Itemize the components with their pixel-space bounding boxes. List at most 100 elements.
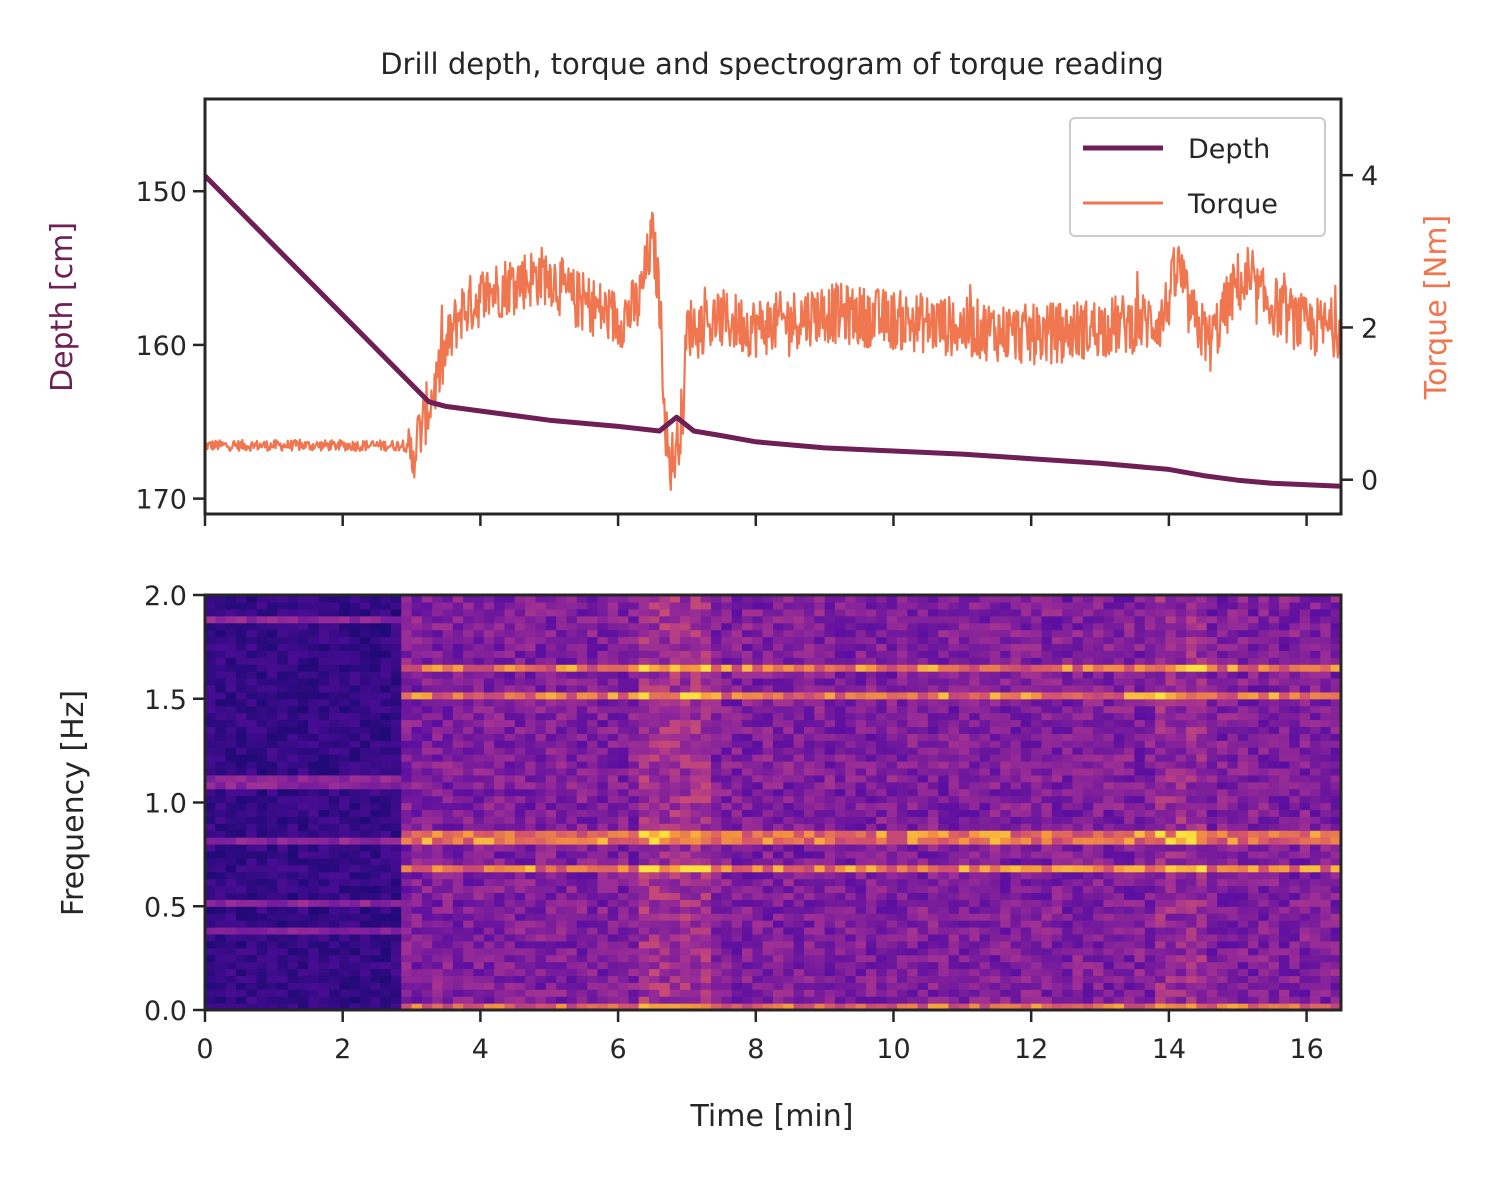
spectrogram-cell xyxy=(680,934,691,942)
spectrogram-cell xyxy=(391,761,402,769)
spectrogram-cell xyxy=(887,761,898,769)
spectrogram-cell xyxy=(732,899,743,907)
spectrogram-cell xyxy=(887,768,898,776)
spectrogram-cell xyxy=(236,830,247,838)
spectrogram-cell xyxy=(350,796,361,804)
spectrogram-cell xyxy=(453,872,464,880)
spectrogram-cell xyxy=(628,858,639,866)
spectrogram-cell xyxy=(680,754,691,762)
spectrogram-cell xyxy=(401,934,412,942)
spectrogram-cell xyxy=(267,920,278,928)
spectrogram-cell xyxy=(949,609,960,617)
spectrogram-cell xyxy=(257,657,268,665)
spectrogram-cell xyxy=(690,865,701,873)
spectrogram-cell xyxy=(763,879,774,887)
spectrogram-cell xyxy=(474,879,485,887)
spectrogram-cell xyxy=(618,733,629,741)
spectrogram-cell xyxy=(597,830,608,838)
spectrogram-cell xyxy=(639,713,650,721)
spectrogram-cell xyxy=(535,740,546,748)
spectrogram-cell xyxy=(288,726,299,734)
spectrogram-cell xyxy=(566,664,577,672)
spectrogram-cell xyxy=(628,879,639,887)
spectrogram-cell xyxy=(1052,934,1063,942)
spectrogram-cell xyxy=(474,602,485,610)
spectrogram-cell xyxy=(804,699,815,707)
spectrogram-cell xyxy=(453,920,464,928)
spectrogram-cell xyxy=(288,823,299,831)
spectrogram-cell xyxy=(763,768,774,776)
spectrogram-cell xyxy=(556,657,567,665)
spectrogram-cell xyxy=(246,982,257,990)
spectrogram-cell xyxy=(721,789,732,797)
spectrogram-cell xyxy=(732,837,743,845)
spectrogram-cell xyxy=(618,713,629,721)
spectrogram-cell xyxy=(825,920,836,928)
spectrogram-cell xyxy=(608,789,619,797)
spectrogram-cell xyxy=(1031,754,1042,762)
spectrogram-cell xyxy=(690,982,701,990)
spectrogram-cell xyxy=(453,858,464,866)
spectrogram-cell xyxy=(453,699,464,707)
spectrogram-cell xyxy=(288,623,299,631)
spectrogram-cell xyxy=(577,692,588,700)
spectrogram-cell xyxy=(1011,782,1022,790)
spectrogram-cell xyxy=(504,643,515,651)
spectrogram-cell xyxy=(484,740,495,748)
spectrogram-cell xyxy=(1031,809,1042,817)
spectrogram-cell xyxy=(856,816,867,824)
spectrogram-cell xyxy=(453,713,464,721)
spectrogram-cell xyxy=(308,678,319,686)
spectrogram-cell xyxy=(205,699,216,707)
spectrogram-cell xyxy=(504,941,515,949)
spectrogram-cell xyxy=(742,650,753,658)
spectrogram-cell xyxy=(577,927,588,935)
spectrogram-cell xyxy=(907,602,918,610)
spectrogram-cell xyxy=(804,948,815,956)
spectrogram-cell xyxy=(1000,934,1011,942)
spectrogram-cell xyxy=(535,872,546,880)
spectrogram-cell xyxy=(1031,726,1042,734)
spectrogram-cell xyxy=(525,975,536,983)
spectrogram-cell xyxy=(381,906,392,914)
spectrogram-cell xyxy=(752,789,763,797)
spectrogram-cell xyxy=(825,934,836,942)
spectrogram-cell xyxy=(928,754,939,762)
spectrogram-cell xyxy=(525,720,536,728)
spectrogram-cell xyxy=(794,955,805,963)
spectrogram-cell xyxy=(866,623,877,631)
spectrogram-cell xyxy=(370,754,381,762)
spectrogram-cell xyxy=(804,726,815,734)
spectrogram-cell xyxy=(732,699,743,707)
spectrogram-cell xyxy=(959,858,970,866)
spectrogram-cell xyxy=(1000,733,1011,741)
spectrogram-cell xyxy=(443,816,454,824)
spectrogram-cell xyxy=(308,934,319,942)
spectrogram-cell xyxy=(215,657,226,665)
spectrogram-cell xyxy=(773,726,784,734)
spectrogram-cell xyxy=(370,941,381,949)
spectrogram-cell xyxy=(659,920,670,928)
spectrogram-cell xyxy=(876,720,887,728)
spectrogram-cell xyxy=(546,726,557,734)
spectrogram-cell xyxy=(670,671,681,679)
spectrogram-cell xyxy=(257,789,268,797)
spectrogram-cell xyxy=(608,796,619,804)
spectrogram-cell xyxy=(897,941,908,949)
spectrogram-cell xyxy=(1011,609,1022,617)
spectrogram-cell xyxy=(267,837,278,845)
spectrogram-cell xyxy=(670,830,681,838)
spectrogram-cell xyxy=(628,616,639,624)
spectrogram-cell xyxy=(969,726,980,734)
spectrogram-cell xyxy=(835,892,846,900)
spectrogram-cell xyxy=(350,969,361,977)
spectrogram-cell xyxy=(587,609,598,617)
spectrogram-cell xyxy=(783,948,794,956)
spectrogram-cell xyxy=(236,768,247,776)
spectrogram-cell xyxy=(246,782,257,790)
spectrogram-cell xyxy=(443,733,454,741)
spectrogram-cell xyxy=(876,775,887,783)
spectrogram-cell xyxy=(556,602,567,610)
spectrogram-cell xyxy=(1021,643,1032,651)
spectrogram-cell xyxy=(959,671,970,679)
